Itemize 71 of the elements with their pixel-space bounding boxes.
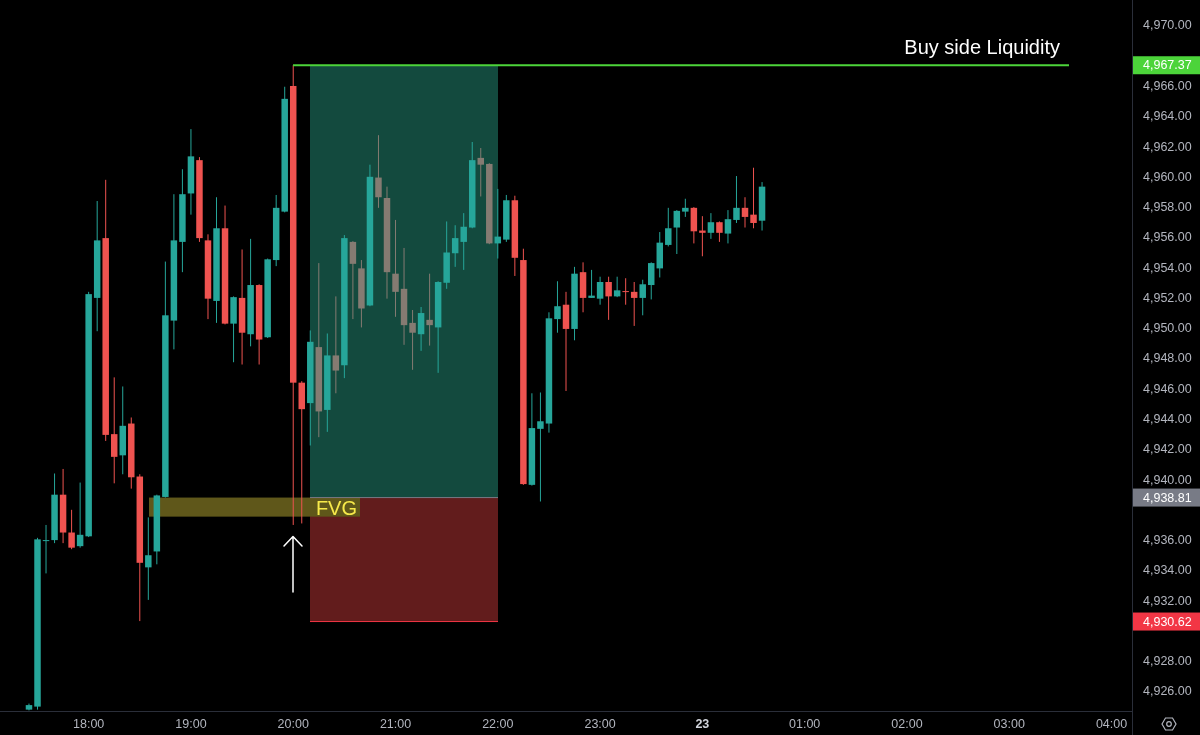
candlestick <box>460 212 467 271</box>
candlestick <box>707 212 715 240</box>
candlestick <box>690 206 698 244</box>
y-tick-label: 4,956.00 <box>1143 230 1192 245</box>
y-tick-label: 4,942.00 <box>1143 442 1192 457</box>
x-tick-label: 02:00 <box>891 717 923 731</box>
candlestick <box>375 134 382 209</box>
y-tick-label: 4,960.00 <box>1143 169 1192 184</box>
y-tick-label: 4,928.00 <box>1143 654 1192 669</box>
candlestick <box>417 306 425 352</box>
x-tick-label: 22:00 <box>482 717 514 731</box>
candlestick <box>451 224 459 268</box>
y-tick-label: 4,970.00 <box>1143 18 1192 33</box>
y-tick-label: 4,952.00 <box>1143 290 1192 305</box>
candlestick <box>665 207 672 247</box>
candlestick <box>605 276 612 321</box>
y-tick-label: 4,946.00 <box>1143 381 1192 396</box>
candlestick <box>622 277 629 306</box>
x-tick-label: 23 <box>695 717 710 731</box>
y-tick-label: 4,962.00 <box>1143 139 1192 154</box>
candlestick <box>409 309 416 371</box>
y-tick-label: 4,926.00 <box>1143 684 1192 699</box>
x-tick-label: 01:00 <box>789 717 821 731</box>
candlestick <box>630 281 638 327</box>
y-tick-label: 4,936.00 <box>1143 533 1192 548</box>
x-tick-label: 03:00 <box>993 717 1025 731</box>
y-tick-label: 4,950.00 <box>1143 321 1192 336</box>
candlestick <box>110 376 118 484</box>
candlestick <box>349 240 357 320</box>
candlestick <box>426 273 433 347</box>
candlestick <box>554 280 561 334</box>
y-tick-label: 4,938.81 <box>1143 490 1192 505</box>
candlestick <box>741 196 749 229</box>
x-tick-label: 23:00 <box>584 717 616 731</box>
band-label: FVG <box>315 497 357 520</box>
candlestick <box>750 167 757 229</box>
candlestick <box>724 209 732 244</box>
y-tick-label: 4,934.00 <box>1143 563 1192 578</box>
y-tick-label: 4,948.00 <box>1143 351 1192 366</box>
ref-line-label: Buy side Liquidity <box>904 36 1060 59</box>
candlestick <box>682 198 689 218</box>
y-tick-label: 4,967.37 <box>1143 58 1192 73</box>
candlestick <box>392 219 399 318</box>
candlestick <box>477 147 484 197</box>
candlestick <box>42 524 50 574</box>
y-tick-label: 4,966.00 <box>1143 78 1192 93</box>
y-tick-label: 4,954.00 <box>1143 260 1192 275</box>
candlestick <box>588 269 595 299</box>
x-tick-label: 04:00 <box>1095 717 1128 731</box>
x-tick-label: 19:00 <box>175 717 207 731</box>
candlestick <box>537 392 544 502</box>
y-tick-label: 4,964.00 <box>1143 109 1192 124</box>
candlestick <box>673 209 681 255</box>
candlestick <box>596 276 604 306</box>
x-tick-label: 20:00 <box>277 717 309 731</box>
candlestick <box>332 295 340 394</box>
x-tick-label: 18:00 <box>73 717 105 731</box>
y-tick-label: 4,944.00 <box>1143 412 1192 426</box>
candlestick <box>639 279 646 316</box>
x-tick-label: 21:00 <box>379 717 412 731</box>
candlestick <box>716 220 723 243</box>
candlestick <box>613 276 621 298</box>
y-tick-label: 4,932.00 <box>1143 593 1192 608</box>
y-tick-label: 4,930.62 <box>1143 614 1192 629</box>
candlestick <box>68 509 75 550</box>
candlestick <box>648 261 655 300</box>
candlestick <box>733 175 740 224</box>
y-tick-label: 4,958.00 <box>1143 200 1192 215</box>
candlestick <box>145 516 152 601</box>
candlestick <box>699 215 706 257</box>
y-tick-label: 4,940.00 <box>1143 472 1192 487</box>
